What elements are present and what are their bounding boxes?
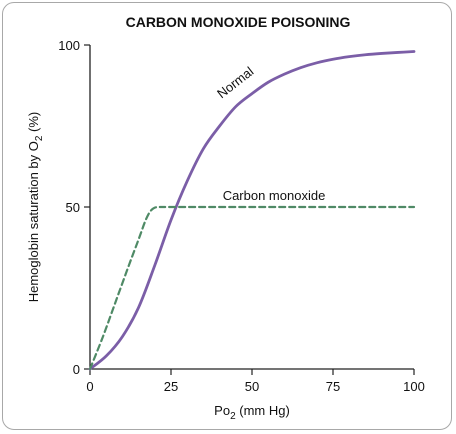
y-axis-label-subscript: 2 bbox=[34, 135, 45, 141]
series-line-normal bbox=[88, 50, 416, 371]
chart-title: CARBON MONOXIDE POISONING bbox=[126, 14, 351, 30]
x-tick-label: 75 bbox=[326, 379, 340, 394]
y-tick-label: 100 bbox=[58, 38, 80, 53]
series-line-carbon-monoxide bbox=[88, 205, 416, 371]
y-ticks: 0 50 100 bbox=[58, 38, 90, 377]
x-tick-label: 50 bbox=[245, 379, 259, 394]
x-axis-label-subscript: 2 bbox=[230, 411, 236, 422]
x-tick-label: 25 bbox=[164, 379, 178, 394]
y-axis-label-unit: (%) bbox=[26, 112, 41, 136]
x-axis-label-unit: (mm Hg) bbox=[236, 403, 290, 418]
y-tick-label: 50 bbox=[66, 200, 80, 215]
x-tick-label: 100 bbox=[403, 379, 425, 394]
x-axis-label: Po2 (mm Hg) bbox=[214, 403, 290, 422]
x-axis-label-main: Po bbox=[214, 403, 230, 418]
y-axis-label: Hemoglobin saturation by O2 (%) bbox=[26, 112, 45, 303]
series-label-carbon-monoxide: Carbon monoxide bbox=[223, 188, 326, 203]
x-ticks: 0 25 50 75 100 bbox=[86, 369, 425, 394]
y-axis-label-main: Hemoglobin saturation by O bbox=[26, 141, 41, 302]
series-layer bbox=[88, 50, 416, 371]
axes: 0 25 50 75 100 0 50 100 bbox=[58, 38, 425, 394]
y-tick-label: 0 bbox=[73, 362, 80, 377]
chart-frame bbox=[2, 2, 452, 430]
x-tick-label: 0 bbox=[86, 379, 93, 394]
